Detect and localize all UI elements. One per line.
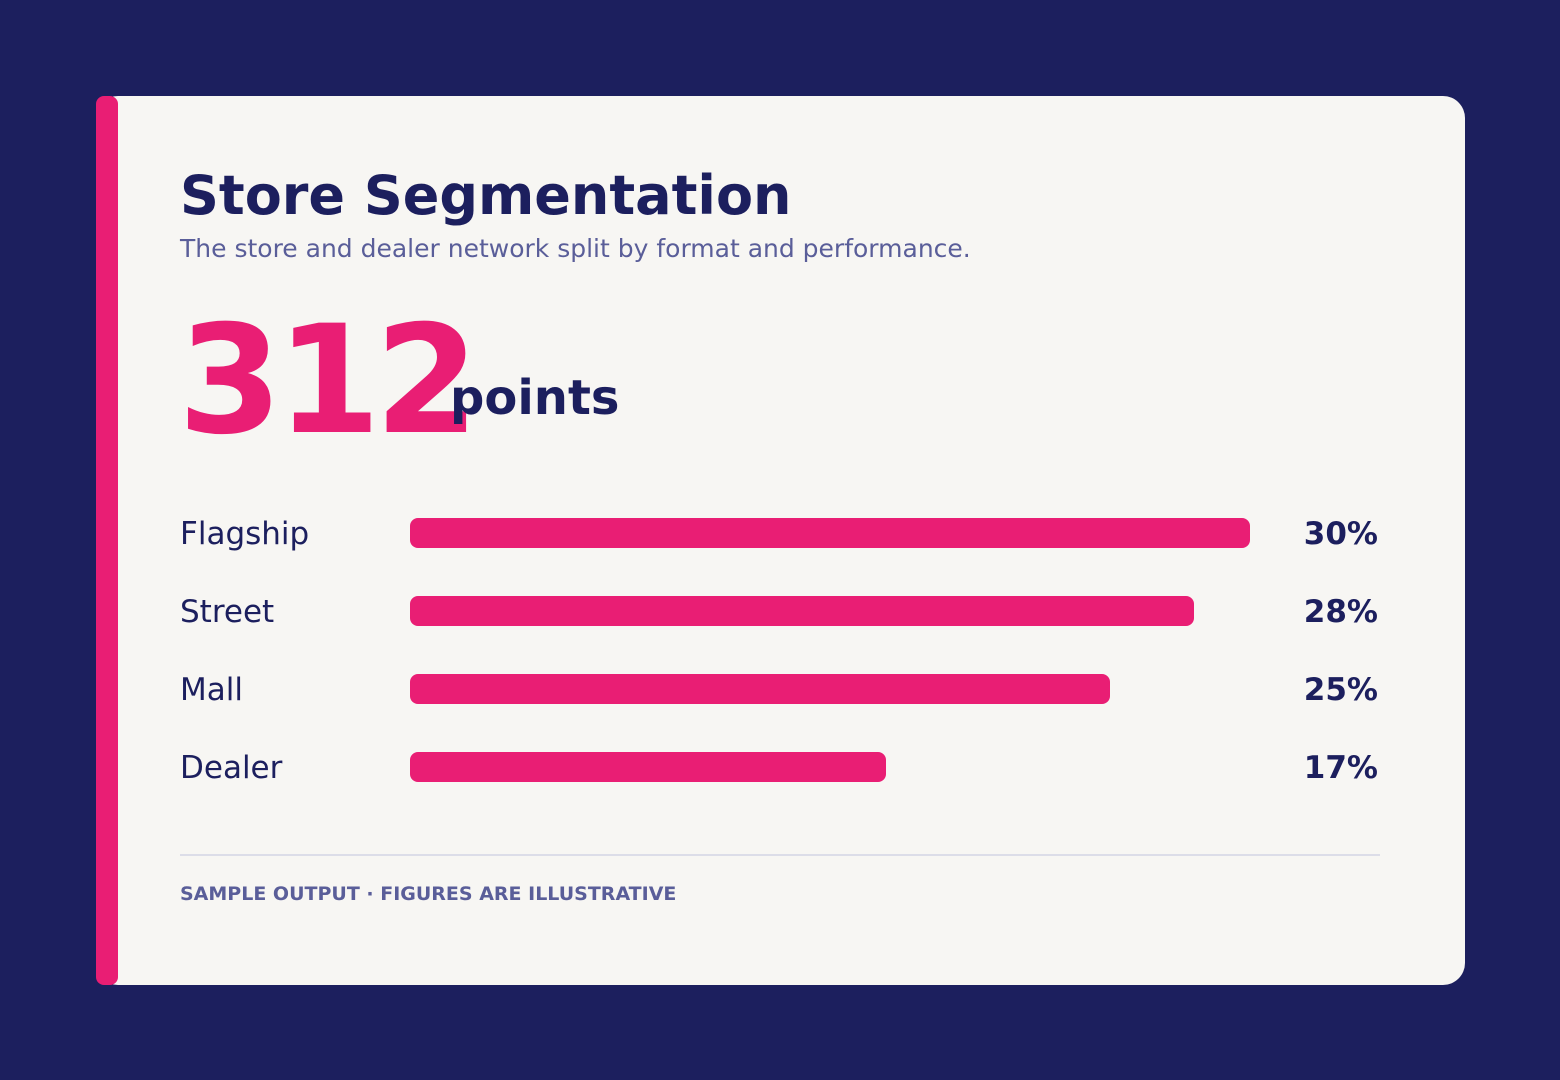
chart-subtitle: The store and dealer network split by fo… <box>179 234 971 263</box>
value-label: 17% <box>1304 750 1378 786</box>
kpi-value: 312 <box>178 294 473 468</box>
category-label: Flagship <box>180 516 309 552</box>
value-label: 25% <box>1304 672 1378 708</box>
category-label: Mall <box>180 672 243 708</box>
bar <box>410 674 1110 704</box>
bar <box>410 596 1194 626</box>
chart-title: Store Segmentation <box>180 164 791 227</box>
value-label: 30% <box>1304 516 1378 552</box>
footnote: SAMPLE OUTPUT · FIGURES ARE ILLUSTRATIVE <box>180 883 676 905</box>
value-label: 28% <box>1304 594 1378 630</box>
category-label: Dealer <box>180 750 283 786</box>
bar <box>410 518 1250 548</box>
kpi-unit: points <box>450 370 619 426</box>
accent-strip <box>96 96 118 985</box>
category-label: Street <box>180 594 274 630</box>
bar <box>410 752 886 782</box>
